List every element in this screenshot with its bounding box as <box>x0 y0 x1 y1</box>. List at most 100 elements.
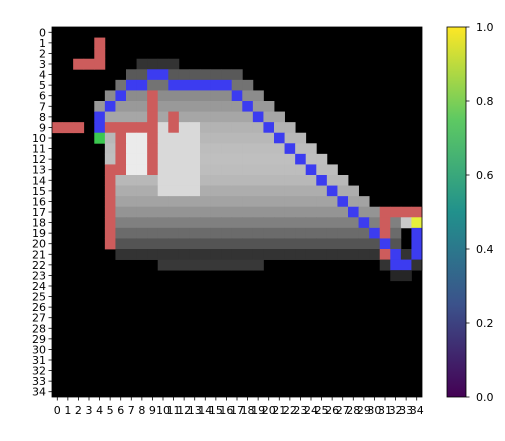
heatmap-cell <box>147 217 159 229</box>
heatmap-cell <box>274 185 285 197</box>
heatmap-cell <box>73 58 85 70</box>
heatmap-cell <box>126 185 137 197</box>
heatmap-cell <box>295 132 307 144</box>
heatmap-cell <box>295 206 307 218</box>
heatmap-cell <box>136 79 148 91</box>
heatmap-cell <box>274 196 285 208</box>
heatmap-cell <box>136 217 148 229</box>
heatmap-cell <box>189 164 201 176</box>
heatmap-cell <box>189 185 201 197</box>
heatmap-cell <box>295 217 307 229</box>
heatmap-cell <box>274 122 285 134</box>
heatmap-cell <box>221 90 233 102</box>
heatmap-cell <box>126 249 137 260</box>
heatmap-cell <box>295 143 307 155</box>
heatmap-cell <box>147 101 159 112</box>
y-tick-label: 29 <box>32 333 46 346</box>
heatmap-cell <box>337 196 349 208</box>
heatmap-cell <box>337 175 349 186</box>
heatmap-cell <box>147 111 159 123</box>
heatmap-cell <box>411 206 423 218</box>
heatmap-cell <box>168 79 180 91</box>
heatmap-cell <box>178 227 190 239</box>
heatmap-cell <box>115 175 127 186</box>
heatmap-cell <box>94 122 106 134</box>
heatmap-cell <box>200 90 211 102</box>
heatmap-cell <box>369 206 381 218</box>
y-tick-label: 11 <box>32 143 46 156</box>
heatmap-cell <box>168 132 180 144</box>
heatmap-cell <box>369 227 381 239</box>
heatmap-cell <box>358 217 370 229</box>
heatmap-cell <box>263 122 275 134</box>
heatmap-cell <box>136 122 148 134</box>
heatmap-cell <box>157 90 169 102</box>
heatmap-cell <box>284 143 296 155</box>
heatmap-cell <box>157 175 169 186</box>
heatmap-cell <box>189 238 201 250</box>
y-tick-label: 2 <box>39 47 46 60</box>
y-axis: 0123456789101112131415161718192021222324… <box>32 26 52 399</box>
heatmap-cell <box>221 196 233 208</box>
heatmap-cell <box>178 122 190 134</box>
heatmap-cell <box>358 196 370 208</box>
x-tick-label: 28 <box>346 404 360 417</box>
heatmap-cell <box>157 249 169 260</box>
y-tick-label: 14 <box>32 174 46 187</box>
heatmap-cell <box>168 185 180 197</box>
heatmap-cell <box>252 185 264 197</box>
heatmap-cell <box>189 69 201 81</box>
y-tick-label: 0 <box>39 26 46 39</box>
heatmap-cell <box>200 249 211 260</box>
heatmap-cell <box>295 238 307 250</box>
x-tick-label: 10 <box>156 404 170 417</box>
heatmap-cells <box>52 27 423 397</box>
heatmap-cell <box>136 206 148 218</box>
heatmap-cell <box>136 143 148 155</box>
heatmap-cell <box>252 217 264 229</box>
heatmap-cell <box>284 122 296 134</box>
heatmap-cell <box>305 153 317 165</box>
heatmap-cell <box>168 143 180 155</box>
heatmap-cell <box>305 164 317 176</box>
heatmap-cell <box>200 153 211 165</box>
heatmap-cell <box>358 238 370 250</box>
y-tick-label: 6 <box>39 90 46 103</box>
heatmap-cell <box>126 111 137 123</box>
heatmap-cell <box>104 153 116 165</box>
heatmap-cell <box>348 217 359 229</box>
heatmap-cell <box>326 249 338 260</box>
heatmap-cell <box>115 249 127 260</box>
heatmap-cell <box>305 206 317 218</box>
heatmap-cell <box>157 164 169 176</box>
heatmap-cell <box>147 196 159 208</box>
heatmap-cell <box>200 206 211 218</box>
y-tick-label: 3 <box>39 58 46 71</box>
y-tick-label: 19 <box>32 227 46 240</box>
heatmap-cell <box>136 58 148 70</box>
heatmap-cell <box>104 90 116 102</box>
heatmap-cell <box>252 175 264 186</box>
heatmap-cell <box>305 185 317 197</box>
heatmap-cell <box>104 185 116 197</box>
heatmap-cell <box>157 143 169 155</box>
heatmap-cell <box>200 122 211 134</box>
heatmap-cell <box>178 185 190 197</box>
heatmap-cell <box>379 259 391 271</box>
heatmap-cell <box>178 217 190 229</box>
heatmap-cell <box>221 238 233 250</box>
heatmap-cell <box>136 164 148 176</box>
heatmap-cell <box>168 69 180 81</box>
heatmap-cell <box>316 175 328 186</box>
y-tick-label: 25 <box>32 291 46 304</box>
heatmap-cell <box>168 175 180 186</box>
heatmap-cell <box>126 122 137 134</box>
heatmap-cell <box>221 122 233 134</box>
heatmap-cell <box>316 217 328 229</box>
heatmap-cell <box>94 101 106 112</box>
heatmap-cell <box>231 90 243 102</box>
x-tick-label: 20 <box>262 404 276 417</box>
heatmap-cell <box>252 249 264 260</box>
heatmap-cell <box>210 175 222 186</box>
